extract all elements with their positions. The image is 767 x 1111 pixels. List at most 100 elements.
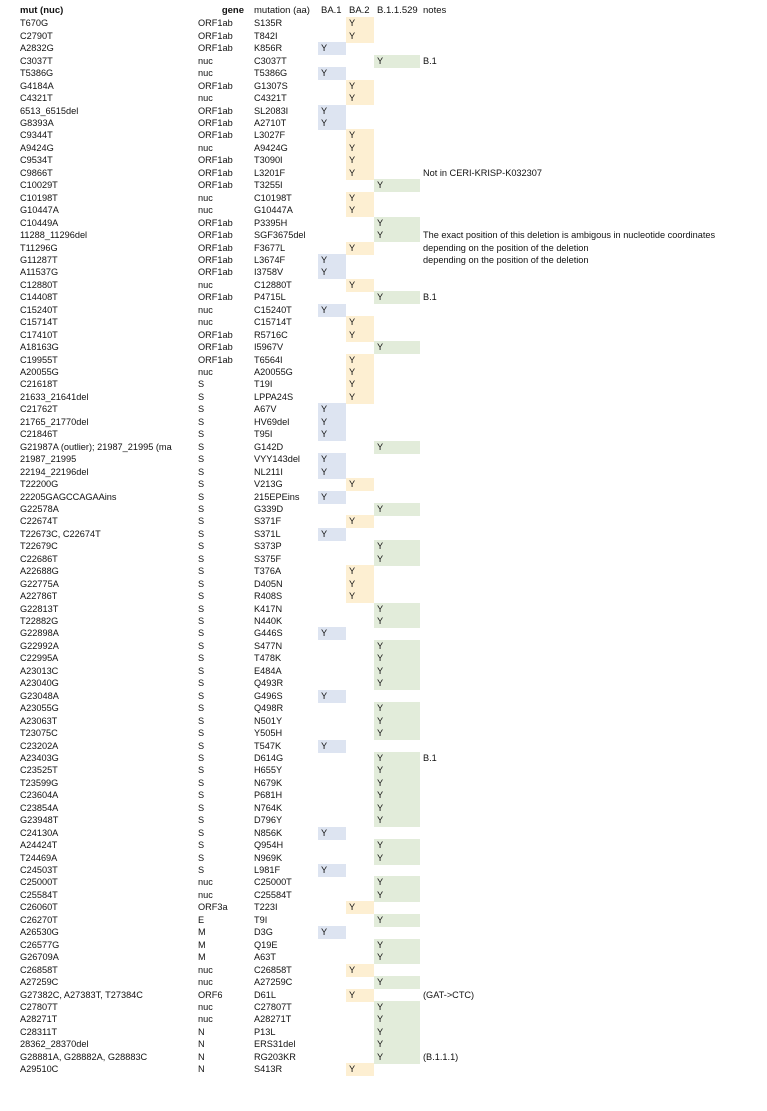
table-row: C4321T nuc C4321T Y — [0, 92, 767, 106]
table-row: T23075C S Y505H Y — [0, 727, 767, 741]
cell-ba2 — [346, 179, 374, 192]
cell-ba1 — [318, 1051, 346, 1064]
cell-mut: G10447A — [20, 205, 59, 216]
cell-ba1 — [318, 727, 346, 740]
cell-ba1: Y — [318, 739, 346, 753]
cell-b529: Y — [374, 552, 420, 566]
cell-aa: SGF3675del — [254, 230, 306, 241]
cell-b529 — [374, 154, 420, 167]
cell-ba2 — [346, 229, 374, 242]
cell-notes — [423, 154, 763, 167]
cell-b529: Y — [374, 913, 420, 927]
cell-b529: Y — [374, 727, 420, 741]
cell-gene: S — [198, 616, 205, 626]
cell-ba1: Y — [318, 453, 346, 467]
cell-aa: S373P — [254, 541, 282, 552]
cell-b529: Y — [374, 1038, 420, 1052]
table-row: A24424T S Q954H Y — [0, 839, 767, 853]
cell-gene: ORF1ab — [198, 43, 233, 54]
cell-notes: B.1 — [423, 292, 437, 303]
cell-ba1 — [318, 789, 346, 802]
cell-notes: (GAT->CTC) — [423, 989, 475, 1000]
cell-gene: S — [198, 603, 205, 614]
cell-ba2 — [346, 1026, 374, 1039]
cell-ba1 — [318, 291, 346, 304]
cell-ba2 — [346, 976, 374, 989]
table-row: G22775A S D405N Y — [0, 577, 767, 591]
cell-mut: C23202A — [20, 740, 59, 751]
cell-mut: T22200G — [20, 479, 59, 490]
cell-ba1 — [318, 1001, 346, 1014]
cell-aa: A28271T — [254, 1014, 292, 1025]
cell-notes — [423, 528, 763, 541]
cell-notes — [423, 304, 763, 317]
cell-mut: A22688G — [20, 566, 59, 577]
table-row: A20055G nuc A20055G Y — [0, 366, 767, 379]
cell-notes — [423, 105, 763, 118]
table-row: G10447A nuc G10447A Y — [0, 204, 767, 218]
cell-b529 — [374, 478, 420, 491]
table-row: C24130A S N856K Y — [0, 826, 767, 840]
cell-ba2 — [346, 740, 374, 753]
cell-ba2 — [346, 715, 374, 728]
cell-ba2 — [346, 615, 374, 628]
cell-ba2 — [346, 105, 374, 118]
cell-b529: Y — [374, 540, 420, 554]
table-row: C10029T ORF1ab T3255I Y — [0, 179, 767, 193]
cell-ba2 — [346, 677, 374, 690]
cell-ba2: Y — [346, 328, 374, 342]
cell-mut: C26060T — [20, 902, 58, 913]
cell-ba1 — [318, 764, 346, 777]
cell-b529 — [374, 142, 420, 155]
cell-ba1 — [318, 279, 346, 292]
cell-gene: S — [198, 777, 205, 788]
cell-b529 — [374, 515, 420, 528]
cell-gene: S — [198, 865, 205, 875]
cell-gene: nuc — [198, 68, 213, 79]
table-row: C25584T nuc C25584T Y — [0, 888, 767, 902]
header-b529: B.1.1.529 — [377, 5, 418, 16]
cell-b529: Y — [374, 764, 420, 778]
cell-mut: A23403G — [20, 752, 59, 763]
cell-notes — [423, 876, 763, 889]
cell-gene: nuc — [198, 279, 213, 290]
cell-ba1 — [318, 229, 346, 242]
cell-b529: Y — [374, 615, 420, 628]
cell-ba1 — [318, 640, 346, 653]
cell-gene: N — [198, 1051, 205, 1062]
cell-ba2 — [346, 889, 374, 902]
cell-gene: S — [198, 503, 205, 514]
cell-ba2 — [346, 827, 374, 840]
cell-notes — [423, 67, 763, 80]
cell-mut: C25584T — [20, 889, 58, 900]
cell-mut: 21633_21641del — [20, 391, 89, 402]
cell-aa: N764K — [254, 802, 283, 813]
cell-b529: Y — [374, 839, 420, 853]
cell-gene: ORF1ab — [198, 342, 233, 353]
cell-mut: C22674T — [20, 516, 58, 527]
cell-ba1 — [318, 316, 346, 329]
cell-gene: S — [198, 740, 205, 751]
cell-ba1 — [318, 441, 346, 454]
table-row: C23604A S P681H Y — [0, 789, 767, 803]
cell-b529: Y — [374, 888, 420, 902]
cell-mut: T23075C — [20, 728, 58, 739]
cell-aa: G1307S — [254, 80, 288, 91]
cell-gene: S — [198, 416, 205, 427]
cell-b529: Y — [374, 502, 420, 516]
cell-ba1 — [318, 391, 346, 404]
table-row: C26060T ORF3a T223I Y — [0, 901, 767, 915]
cell-aa: C26858T — [254, 964, 292, 975]
header-notes: notes — [423, 5, 447, 16]
cell-aa: C25584T — [254, 889, 292, 900]
cell-aa: A67V — [254, 404, 277, 415]
cell-ba1: Y — [318, 266, 346, 280]
cell-ba2 — [346, 67, 374, 80]
table-row: A9424G nuc A9424G Y — [0, 141, 767, 155]
table-row: 28362_28370del N ERS31del Y — [0, 1038, 767, 1052]
cell-mut: T24469A — [20, 852, 58, 863]
cell-aa: T9I — [254, 914, 268, 925]
cell-gene: nuc — [198, 55, 213, 66]
cell-ba2: Y — [346, 963, 374, 977]
